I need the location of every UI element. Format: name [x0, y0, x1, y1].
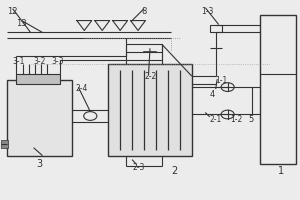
- Text: 12: 12: [7, 7, 17, 16]
- Text: 4: 4: [210, 90, 215, 99]
- Bar: [16, 74, 60, 84]
- Text: 2-3: 2-3: [132, 163, 145, 172]
- Text: 1-1: 1-1: [216, 76, 228, 85]
- Text: 1: 1: [278, 166, 284, 176]
- Text: 2-1: 2-1: [210, 115, 222, 124]
- Text: 2-4: 2-4: [75, 84, 88, 93]
- Text: 2: 2: [171, 166, 177, 176]
- Text: 3-2: 3-2: [34, 57, 46, 66]
- Bar: [7, 80, 72, 156]
- Bar: [1, 140, 8, 148]
- Bar: [260, 15, 296, 164]
- Text: 3: 3: [37, 159, 43, 169]
- Text: 3-1: 3-1: [13, 57, 25, 66]
- Text: 3-3: 3-3: [52, 57, 64, 66]
- Bar: [108, 64, 192, 156]
- Text: 1-2: 1-2: [231, 115, 243, 124]
- Bar: [210, 25, 222, 32]
- Text: 1-3: 1-3: [201, 7, 213, 16]
- Text: 13: 13: [16, 19, 26, 28]
- Text: 8: 8: [141, 7, 146, 16]
- Text: 2-2: 2-2: [144, 72, 156, 81]
- Text: 5: 5: [248, 115, 254, 124]
